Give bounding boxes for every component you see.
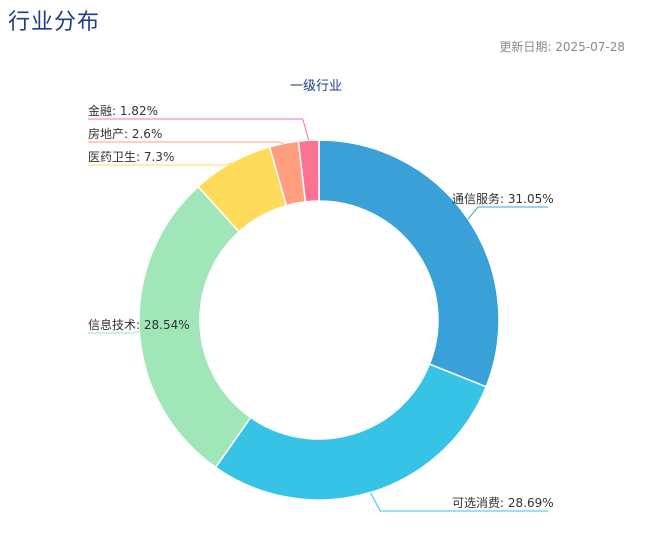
slice-可选消费[interactable] bbox=[214, 363, 488, 501]
update-date: 更新日期: 2025-07-28 bbox=[499, 40, 625, 54]
slice-label-房地产: 房地产: 2.6% bbox=[88, 126, 162, 141]
slice-label-医药卫生: 医药卫生: 7.3% bbox=[88, 150, 174, 164]
slice-label-金融: 金融: 1.82% bbox=[88, 103, 158, 118]
leader-line-医药卫生 bbox=[88, 162, 232, 166]
slice-label-可选消费: 可选消费: 28.69% bbox=[452, 496, 554, 510]
slice-label-信息技术: 信息技术: 28.54% bbox=[88, 317, 190, 332]
leader-line-通信服务 bbox=[467, 206, 548, 220]
slice-label-通信服务: 通信服务: 31.05% bbox=[452, 191, 554, 206]
page-title: 行业分布 bbox=[8, 10, 101, 35]
slice-信息技术[interactable] bbox=[138, 185, 252, 469]
leader-line-房地产 bbox=[88, 141, 285, 144]
chart-title: 一级行业 bbox=[290, 79, 342, 94]
leader-line-信息技术 bbox=[88, 330, 140, 334]
leader-line-金融 bbox=[88, 118, 310, 141]
leader-line-可选消费 bbox=[369, 492, 548, 512]
slice-通信服务[interactable] bbox=[318, 139, 500, 388]
slice-金融[interactable] bbox=[297, 139, 320, 203]
